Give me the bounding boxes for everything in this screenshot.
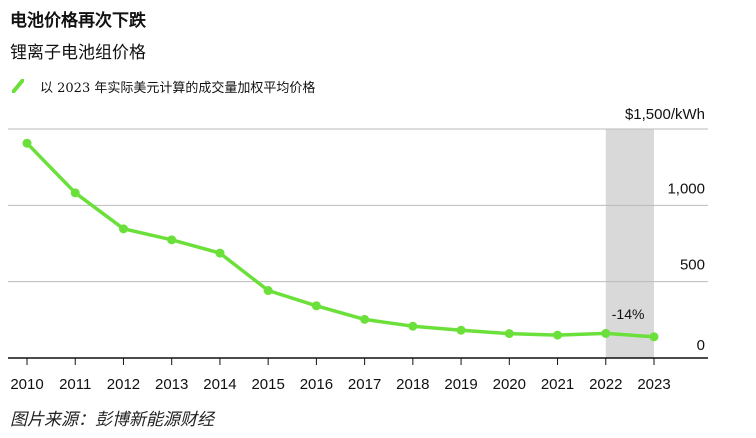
data-point [263, 286, 273, 296]
x-tick-label: 2020 [493, 376, 526, 393]
y-tick-label: $1,500/kWh [625, 106, 705, 123]
data-point [22, 138, 32, 148]
x-tick-label: 2022 [589, 376, 622, 393]
data-point [167, 235, 177, 245]
data-point [553, 330, 563, 340]
x-tick-label: 2011 [59, 376, 91, 393]
x-tick-label: 2015 [251, 376, 284, 393]
x-tick-label: 2017 [348, 376, 381, 393]
legend-swatch [12, 79, 24, 93]
data-point [649, 332, 659, 342]
x-tick-label: 2018 [396, 376, 429, 393]
data-point [601, 328, 611, 338]
data-point [118, 224, 128, 234]
x-tick-label: 2012 [107, 376, 140, 393]
x-tick-label: 2016 [300, 376, 333, 393]
y-tick-label: 0 [697, 337, 705, 354]
data-point [70, 188, 80, 198]
x-tick-label: 2013 [155, 376, 188, 393]
data-point [311, 301, 321, 311]
data-point [360, 314, 370, 324]
y-tick-label: 500 [680, 257, 705, 274]
legend-label: 以 2023 年实际美元计算的成交量加权平均价格 [40, 80, 316, 96]
x-tick-label: 2023 [637, 376, 670, 393]
chart-title: 电池价格再次下跌 [10, 11, 146, 31]
highlight-band [605, 129, 654, 358]
legend: 以 2023 年实际美元计算的成交量加权平均价格 [12, 76, 315, 96]
data-point [504, 329, 514, 339]
source-note: 图片来源：彭博新能源财经 [10, 410, 214, 430]
data-point [408, 321, 418, 331]
chart-subtitle: 锂离子电池组价格 [10, 43, 146, 63]
series-line [25, 141, 656, 339]
x-tick-label: 2021 [541, 376, 574, 393]
data-point [456, 325, 466, 335]
x-tick-label: 2010 [10, 376, 43, 393]
x-tick-label: 2019 [444, 376, 477, 393]
data-point [215, 248, 225, 258]
annotation-label: -14% [612, 306, 645, 322]
y-tick-label: 1,000 [667, 180, 705, 197]
x-tick-label: 2014 [203, 376, 236, 393]
